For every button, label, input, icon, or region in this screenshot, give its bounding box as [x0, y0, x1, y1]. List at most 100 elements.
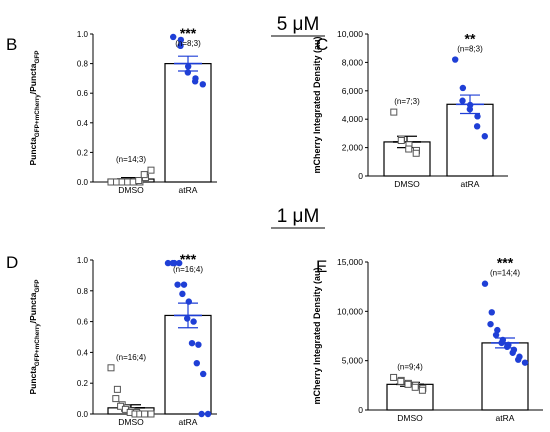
data-point-atra — [473, 123, 481, 130]
y-axis-label: mCherry Integrated Density (au) — [312, 267, 322, 404]
y-axis-label: PunctaGFP+mCherry/PunctaGFP — [28, 279, 41, 395]
chart-panel-d: D 0.0 0.2 0.4 0.6 0.8 1.0 PunctaGFP+mCherry/Pun… — [6, 251, 217, 427]
data-point-dmso — [113, 385, 121, 393]
x-tick-label: DMSO — [394, 179, 420, 189]
data-point-dmso — [397, 377, 405, 385]
panel-label: C — [316, 35, 328, 54]
y-tick-label: 0 — [358, 171, 363, 181]
x-tick-label: DMSO — [397, 413, 423, 423]
data-point-atra — [199, 81, 206, 88]
n-label: (n=16;4) — [173, 265, 203, 274]
data-point-dmso — [107, 364, 115, 372]
panel-label: E — [316, 257, 327, 276]
y-tick-label: 0.6 — [77, 89, 89, 98]
y-tick-label: 0.8 — [77, 287, 89, 296]
data-point-dmso — [411, 383, 419, 391]
bar-atra — [446, 103, 494, 177]
data-point-atra — [492, 331, 500, 339]
y-tick-label: 4,000 — [342, 114, 364, 124]
y-tick-label: 0.2 — [77, 379, 89, 388]
data-point-dmso — [405, 145, 413, 153]
x-tick-label: atRA — [496, 413, 515, 423]
data-point-dmso — [390, 108, 398, 116]
data-point-atra — [503, 343, 511, 351]
n-label: (n=7;3) — [394, 97, 420, 106]
y-tick-label: 0.4 — [77, 119, 89, 128]
data-point-dmso — [390, 373, 398, 381]
data-point-atra — [170, 33, 177, 41]
data-point-atra — [200, 370, 207, 378]
data-point-atra — [195, 341, 202, 348]
chart-panel-c: C 0 2,000 4,000 6,000 8,000 10,000 mCherry Inte… — [312, 29, 508, 189]
x-tick-label: DMSO — [118, 417, 144, 427]
data-point-atra — [198, 410, 205, 418]
y-tick-label: 2,000 — [342, 143, 364, 153]
y-tick-label: 0.0 — [77, 178, 89, 187]
data-point-atra — [452, 56, 459, 63]
x-tick-label: atRA — [179, 417, 198, 427]
panel-label: B — [6, 35, 17, 54]
significance-stars: *** — [180, 25, 197, 41]
y-axis-label-part: GFP — [34, 279, 41, 293]
section-title-5uM: 5 μM — [277, 14, 320, 35]
n-label: (n=14;3) — [116, 155, 146, 164]
data-point-dmso — [112, 395, 120, 403]
data-point-dmso — [412, 149, 420, 157]
y-axis-label-part: Puncta — [28, 137, 38, 166]
x-tick-label: DMSO — [118, 185, 144, 195]
y-tick-label: 0.0 — [77, 410, 89, 419]
data-point-atra — [193, 359, 200, 367]
panel-label: D — [6, 253, 18, 272]
data-point-atra — [459, 97, 466, 104]
data-point-atra — [498, 339, 505, 347]
significance-stars: *** — [497, 255, 514, 271]
data-point-atra — [184, 315, 191, 322]
y-axis-label-part: GFP+mCherry — [34, 94, 41, 137]
data-point-atra — [177, 36, 185, 44]
data-point-atra — [521, 359, 529, 366]
x-tick-label: atRA — [461, 179, 480, 189]
bar-atra — [164, 314, 212, 415]
significance-stars: *** — [180, 251, 197, 267]
y-tick-label: 1.0 — [77, 256, 89, 265]
y-axis-label-part: GFP+mCherry — [34, 323, 41, 366]
y-tick-label: 15,000 — [337, 257, 363, 267]
chart-panel-e: E 0 5,000 10,000 15,000 mCherry Integrated De… — [312, 255, 543, 423]
y-tick-label: 8,000 — [342, 57, 364, 67]
data-point-atra — [179, 290, 186, 298]
data-point-atra — [474, 113, 481, 120]
y-tick-label: 1.0 — [77, 30, 89, 39]
data-point-dmso — [397, 137, 405, 144]
data-point-atra — [481, 280, 489, 287]
y-tick-label: 0.6 — [77, 318, 89, 327]
y-tick-label: 10,000 — [337, 306, 363, 316]
data-point-atra — [466, 106, 474, 113]
data-point-atra — [191, 78, 199, 85]
y-axis-label-part: /Puncta — [28, 63, 38, 94]
data-point-atra — [169, 259, 176, 267]
data-point-dmso — [147, 166, 155, 174]
data-point-atra — [481, 133, 488, 140]
section-title-1uM: 1 μM — [277, 206, 320, 227]
data-point-atra — [185, 298, 192, 305]
data-point-dmso — [404, 380, 412, 388]
y-tick-label: 0.2 — [77, 148, 89, 157]
data-point-dmso — [140, 171, 148, 179]
y-axis-label-part: Puncta — [28, 366, 38, 395]
y-tick-label: 0.8 — [77, 60, 89, 69]
data-point-atra — [180, 281, 188, 288]
bar-dmso — [386, 383, 434, 411]
data-point-dmso — [418, 386, 426, 394]
data-point-atra — [515, 356, 522, 363]
n-label: (n=14;4) — [490, 269, 520, 278]
data-point-atra — [204, 410, 212, 418]
data-point-atra — [459, 84, 467, 92]
data-point-atra — [487, 320, 494, 328]
bar-atra — [481, 342, 529, 411]
n-label: (n=8;3) — [457, 45, 483, 54]
y-axis-label-part: /Puncta — [28, 292, 38, 323]
bar-atra — [164, 62, 212, 183]
data-point-atra — [164, 259, 172, 267]
data-point-dmso — [147, 410, 155, 418]
